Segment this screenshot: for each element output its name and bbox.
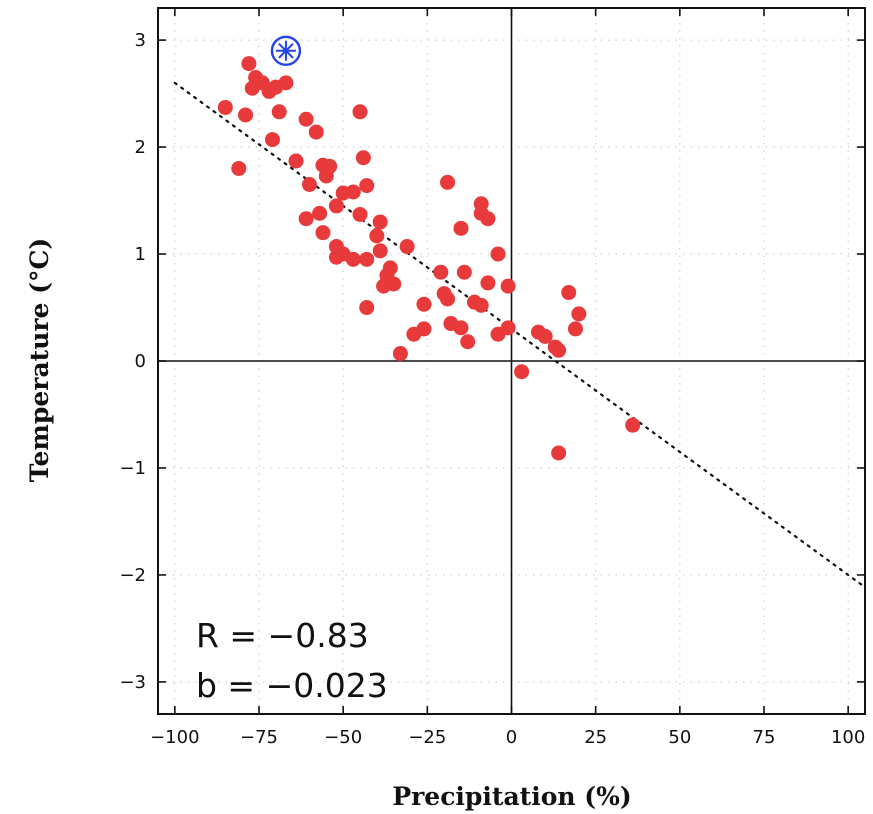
x-tick-label: 0 [506,727,517,748]
data-point [433,264,449,280]
y-axis-label: Temperature (°C) [25,238,54,482]
data-point [278,75,294,91]
x-tick-label: −25 [408,727,446,748]
data-point [571,306,587,322]
data-point [440,291,456,307]
y-tick-label: 0 [135,351,146,372]
data-point [399,239,415,255]
data-point [460,334,476,350]
y-tick-label: 3 [135,30,146,51]
data-point [500,320,516,336]
data-point [473,297,489,313]
data-point [312,205,328,221]
y-tick-label: −2 [119,565,146,586]
data-point [625,417,641,433]
data-point [238,107,254,123]
axis-ticks [158,8,865,714]
data-point [328,198,344,214]
data-point [372,243,388,259]
data-point [359,251,375,267]
data-point [241,56,257,72]
data-point [328,249,344,265]
data-point [302,177,317,192]
y-tick-labels: 3 2 1 0 −1 −2 −3 [119,30,146,693]
data-point [271,104,287,120]
regression-line [173,81,867,589]
data-point [514,364,530,380]
x-tick-label: −100 [150,727,199,748]
data-point [456,264,472,280]
data-point [298,111,314,127]
y-tick-label: −3 [119,672,146,693]
data-point [298,211,314,227]
data-point [561,285,577,301]
data-point [537,328,553,344]
x-tick-label: −50 [324,727,362,748]
regression-path [173,81,867,589]
data-point [355,150,371,166]
data-point [551,342,567,358]
data-points [217,56,641,461]
data-point [392,346,408,362]
y-tick-label: 2 [135,137,146,158]
data-point [406,326,422,342]
y-tick-label: −1 [119,458,146,479]
x-tick-label: 100 [831,727,865,748]
data-point [369,228,385,244]
x-tick-labels: −100 −75 −50 −25 0 25 50 75 100 [150,727,865,748]
highlight-ring [270,35,302,66]
data-point [480,275,496,291]
data-point [231,160,247,176]
data-point [217,99,233,115]
data-point [416,296,432,312]
data-point [372,214,388,230]
data-point [288,153,304,169]
data-point [567,321,583,337]
data-point [318,168,334,184]
data-point [345,184,361,200]
x-tick-label: 75 [753,727,776,748]
x-axis-label: Precipitation (%) [392,782,631,811]
x-tick-label: 50 [668,727,691,748]
zero-axis-lines [158,8,865,714]
x-tick-label: 25 [584,727,607,748]
x-tick-label: −75 [240,727,278,748]
data-point [490,246,506,262]
data-point [440,174,456,190]
data-point [345,251,361,267]
y-tick-label: 1 [135,244,146,265]
highlight-marker [270,35,302,66]
data-point [453,220,469,236]
data-point [264,132,280,148]
data-point [359,300,375,316]
data-point [244,80,260,96]
data-point [352,104,368,120]
data-point [551,445,567,461]
highlight-point [270,35,302,66]
correlation-annotation: R = −0.83 [196,616,369,655]
data-point [352,206,368,222]
data-point [308,124,324,140]
data-point [500,278,516,294]
data-point [453,320,469,336]
data-point [480,211,496,227]
slope-annotation: b = −0.023 [196,666,388,705]
data-point [315,225,331,241]
data-point [386,276,402,292]
data-point [359,178,375,194]
highlight-spoke [278,43,294,59]
